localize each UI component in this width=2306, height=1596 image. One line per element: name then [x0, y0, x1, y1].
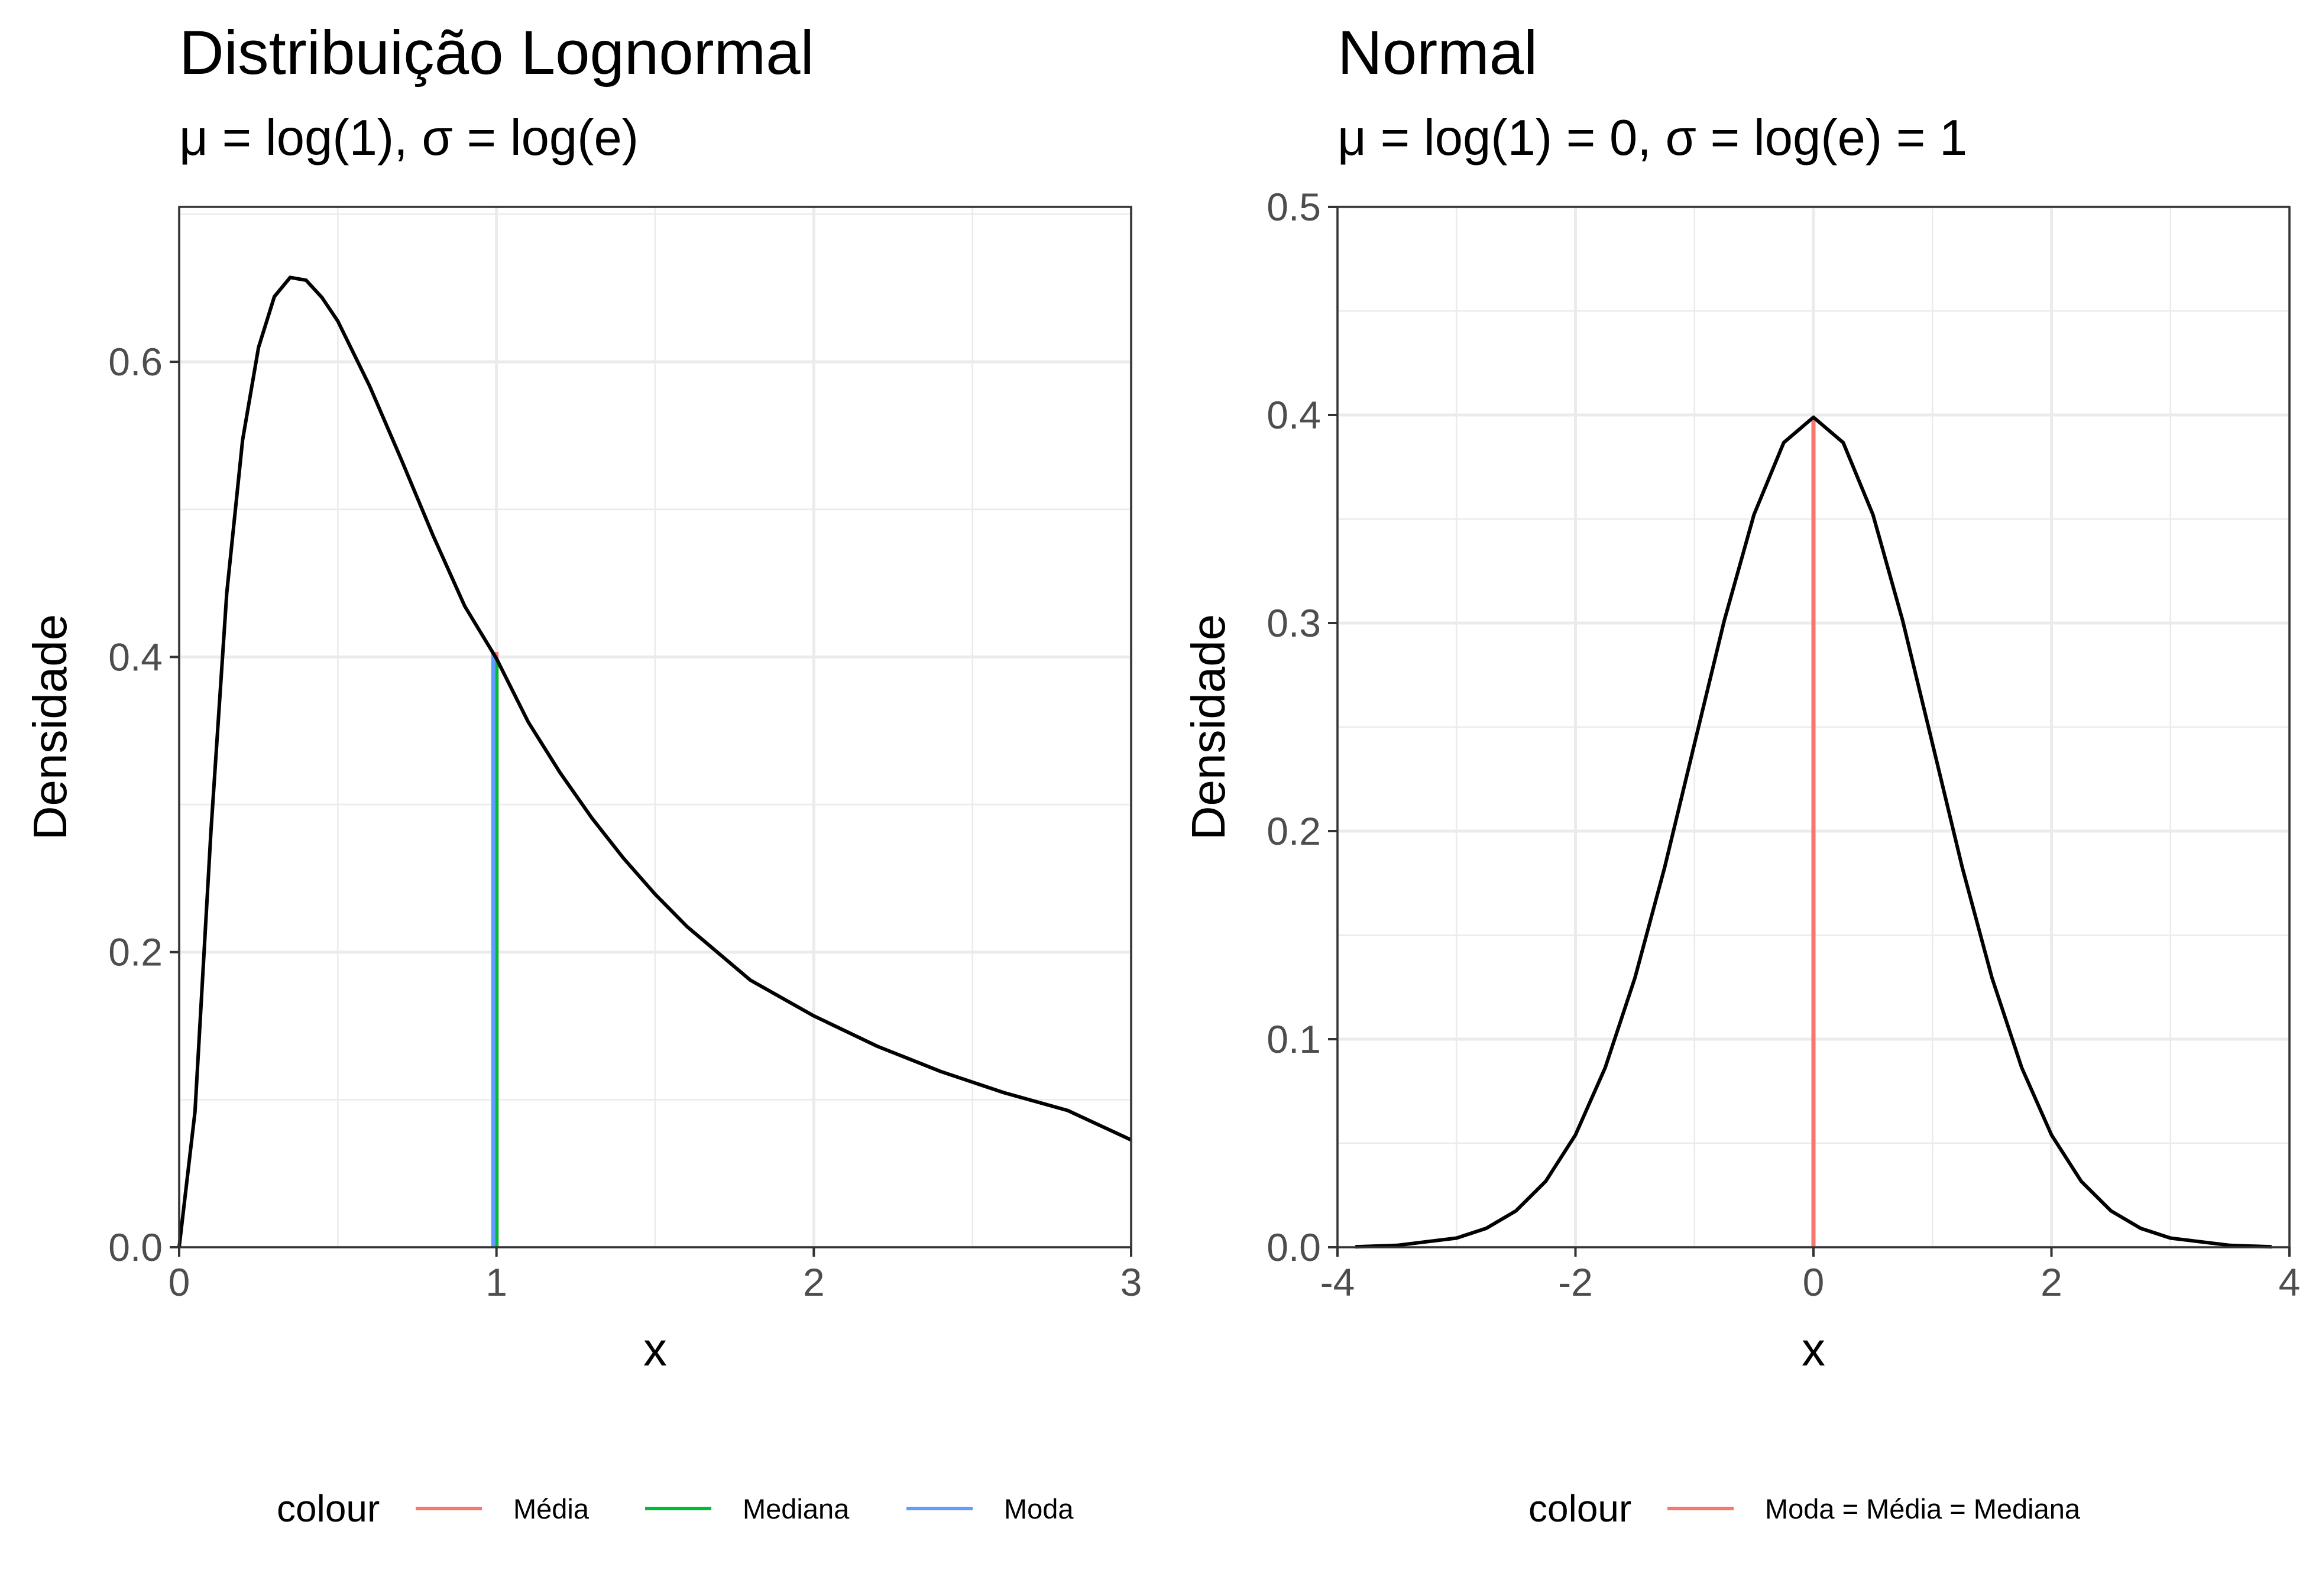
y-tick-label: 0.4	[1267, 393, 1321, 437]
legend-label: Média	[513, 1493, 590, 1524]
panel-border	[178, 206, 1132, 1248]
y-tick-label: 0.4	[108, 635, 163, 679]
y-axis-title: Densidade	[1182, 614, 1235, 841]
legend-title: colour	[1528, 1487, 1631, 1530]
data-layer	[1355, 415, 2272, 1249]
x-axis-title: x	[1802, 1323, 1825, 1376]
legend: colour Moda = Média = Mediana	[1528, 1487, 2081, 1530]
grid	[177, 207, 1133, 1249]
x-tick-label: 1	[485, 1260, 507, 1304]
legend-title: colour	[277, 1487, 380, 1530]
x-tick-label: 2	[2041, 1260, 2062, 1304]
y-tick-label: 0.3	[1267, 601, 1321, 645]
axes: 0 1 2 3 0.0 0.2 0.4 0.6	[108, 340, 1142, 1304]
density-curve	[177, 275, 1132, 1248]
x-tick-label: -4	[1320, 1260, 1355, 1304]
y-tick-label: 0.6	[108, 340, 163, 384]
legend-label: Moda	[1004, 1493, 1074, 1524]
y-tick-label: 0.1	[1267, 1017, 1321, 1061]
y-tick-label: 0.5	[1267, 185, 1321, 229]
y-tick-label: 0.0	[108, 1225, 163, 1269]
legend-label: Moda = Média = Mediana	[1765, 1493, 2081, 1524]
x-tick-label: 4	[2279, 1260, 2301, 1304]
x-tick-label: -2	[1558, 1260, 1593, 1304]
normal-chart: Normal μ = log(1) = 0, σ = log(e) = 1 -4…	[1182, 18, 2300, 1530]
lognormal-chart: Distribuição Lognormal μ = log(1), σ = l…	[24, 18, 1142, 1530]
y-axis-title: Densidade	[24, 614, 76, 841]
chart-subtitle: μ = log(1), σ = log(e)	[179, 110, 639, 166]
x-tick-label: 3	[1120, 1260, 1142, 1304]
legend: colour Média Mediana Moda	[277, 1487, 1074, 1530]
legend-label: Mediana	[743, 1493, 850, 1524]
chart-subtitle: μ = log(1) = 0, σ = log(e) = 1	[1337, 110, 1967, 166]
data-layer	[177, 275, 1132, 1248]
y-tick-label: 0.2	[108, 930, 163, 974]
chart-title: Distribuição Lognormal	[179, 18, 814, 87]
x-tick-label: 2	[803, 1260, 825, 1304]
axes: -4 -2 0 2 4 0.0 0.1 0.2 0.3 0.4 0.5	[1267, 185, 2300, 1304]
y-tick-label: 0.0	[1267, 1225, 1321, 1269]
y-tick-label: 0.2	[1267, 809, 1321, 853]
chart-title: Normal	[1337, 18, 1537, 87]
x-axis-title: x	[643, 1323, 667, 1376]
x-tick-label: 0	[169, 1260, 190, 1304]
x-tick-label: 0	[1803, 1260, 1825, 1304]
density-curve	[1355, 415, 2272, 1249]
